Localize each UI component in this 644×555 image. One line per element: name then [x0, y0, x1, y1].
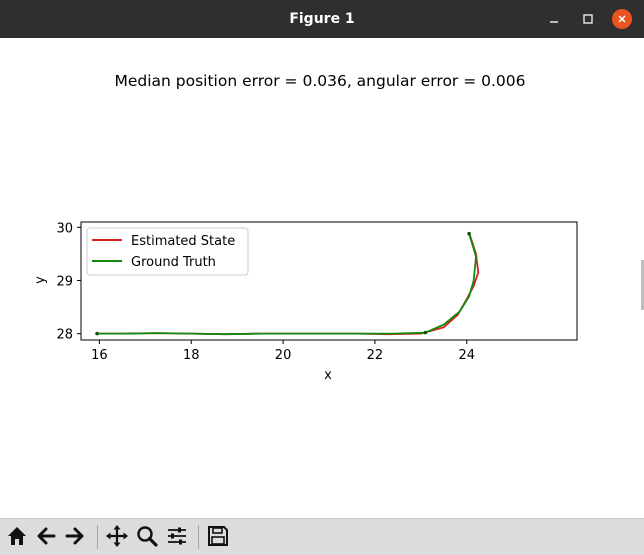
back-arrow-icon [37, 527, 56, 545]
close-button[interactable] [612, 9, 632, 29]
maximize-icon [583, 14, 593, 24]
toolbar-separator [198, 525, 199, 549]
chart-title: Median position error = 0.036, angular e… [114, 72, 525, 90]
figure-canvas: Median position error = 0.036, angular e… [33, 72, 578, 383]
y-tick-label: 30 [56, 221, 73, 236]
maximize-button[interactable] [578, 9, 598, 29]
home-icon [8, 527, 26, 545]
window-title: Figure 1 [289, 11, 355, 27]
y-tick-label: 28 [56, 328, 73, 343]
zoom-icon [137, 526, 158, 547]
home-button[interactable] [4, 523, 30, 549]
minimize-icon [550, 21, 558, 23]
x-tick-label: 24 [459, 348, 476, 363]
series-line-ground-truth [97, 233, 477, 336]
legend-label-ground-truth: Ground Truth [131, 255, 216, 270]
legend-label-estimated-state: Estimated State [131, 234, 235, 249]
x-tick-label: 18 [183, 348, 200, 363]
window-edge [641, 260, 644, 310]
x-tick-label: 20 [275, 348, 292, 363]
legend: Estimated State Ground Truth [86, 227, 249, 276]
pan-button[interactable] [104, 523, 130, 549]
toolbar-separator [97, 525, 98, 549]
y-axis-label: y [33, 276, 48, 284]
y-tick-label: 29 [56, 274, 73, 289]
series-point-ground-truth [423, 330, 428, 335]
minimize-button[interactable] [544, 9, 564, 29]
plot-frame [80, 221, 578, 341]
save-icon [208, 526, 228, 546]
series-point-ground-truth [467, 231, 471, 236]
navigation-toolbar [0, 518, 644, 555]
back-button[interactable] [33, 523, 59, 549]
subplots-config-button[interactable] [164, 523, 190, 549]
plot-area: 16 18 20 22 24 28 29 30 [56, 221, 578, 363]
subplots-config-icon [168, 527, 186, 545]
zoom-button[interactable] [134, 523, 160, 549]
close-icon [618, 15, 626, 23]
pan-icon [106, 525, 128, 547]
save-button[interactable] [205, 523, 231, 549]
title-bar[interactable]: Figure 1 [0, 0, 644, 38]
x-tick-label: 22 [367, 348, 384, 363]
forward-arrow-icon [65, 527, 84, 545]
x-tick-label: 16 [91, 348, 108, 363]
legend-box [86, 227, 249, 276]
x-axis-label: x [324, 368, 332, 383]
forward-button[interactable] [62, 523, 88, 549]
series-point-ground-truth [95, 331, 99, 336]
